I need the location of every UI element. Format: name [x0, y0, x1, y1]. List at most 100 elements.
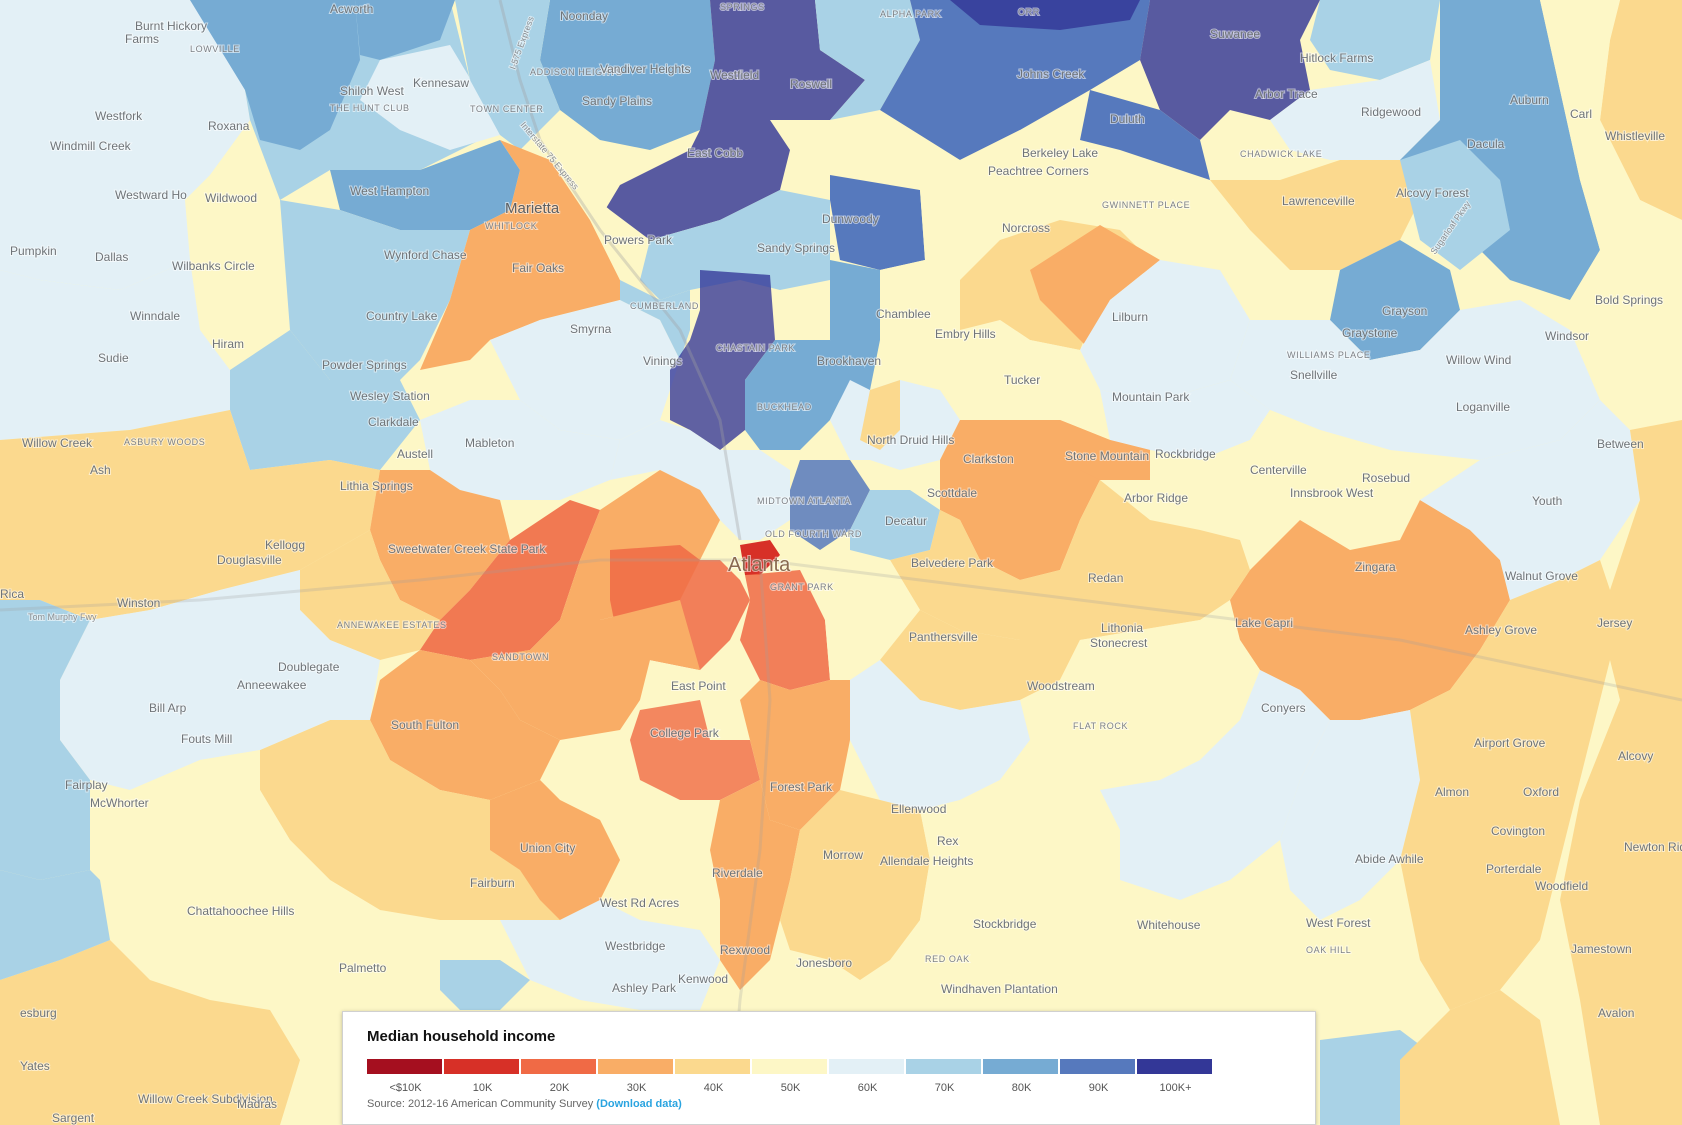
region-ridgewood-60k[interactable] — [1270, 60, 1440, 160]
region-duluth-90k[interactable] — [1080, 90, 1210, 180]
region-decatur-80k[interactable] — [790, 460, 870, 550]
region-sandysprings-70k[interactable] — [640, 190, 830, 300]
region-shiloh-80k[interactable] — [190, 0, 360, 150]
region-sandyplains-80k[interactable] — [540, 0, 715, 150]
region-eastpoint-30k[interactable] — [470, 600, 700, 740]
region-forestpark-30k[interactable] — [740, 680, 850, 830]
region-stonemtn-30k[interactable] — [1060, 420, 1150, 480]
region-fairplay-70k[interactable] — [0, 600, 90, 880]
region-auburn-40k[interactable] — [1600, 0, 1682, 220]
region-chamblee-50k[interactable] — [880, 260, 960, 380]
region-dacula-80k[interactable] — [1400, 0, 1600, 300]
region-westfork-60k[interactable] — [0, 260, 230, 440]
region-mountainpark-60k[interactable] — [1100, 380, 1270, 460]
region-alpharetta-70k[interactable] — [815, 0, 920, 120]
region-brookhaven-80k[interactable] — [830, 260, 880, 400]
region-downtown-10k[interactable] — [740, 540, 780, 575]
region-yates-40k[interactable] — [0, 940, 300, 1125]
region-tucker-50k[interactable] — [940, 320, 1100, 420]
region-westforest-60k[interactable] — [1280, 710, 1420, 920]
place-label: Powers Park — [604, 233, 673, 247]
region-smyrna-60k[interactable] — [490, 300, 680, 440]
region-unioncity-30k[interactable] — [490, 780, 620, 920]
region-westbridge-60k[interactable] — [500, 900, 720, 1010]
place-label: Roswell — [790, 77, 832, 91]
place-label: Decatur — [885, 514, 927, 528]
region-sweetwater-40k[interactable] — [300, 530, 440, 660]
region-woodstream-50k[interactable] — [1020, 620, 1260, 790]
legend-swatch — [1137, 1059, 1212, 1074]
region-westhampton-80k[interactable] — [330, 140, 520, 230]
region-peachtree-50k[interactable] — [870, 110, 1080, 280]
region-rockbridge-50k[interactable] — [1100, 410, 1330, 540]
region-eastatlanta-20k[interactable] — [740, 570, 830, 690]
region-west-60k[interactable] — [0, 0, 250, 290]
region-snellville-60k[interactable] — [1230, 300, 1600, 460]
place-label: GWINNETT PLACE — [1102, 200, 1190, 210]
region-southfulton-30k[interactable] — [370, 650, 560, 800]
region-stockbridge-50k[interactable] — [920, 740, 1120, 940]
region-powder-70k[interactable] — [230, 330, 420, 470]
region-orr-100k[interactable] — [950, 0, 1140, 30]
legend-labels: <$10K 10K 20K 30K 40K 50K 60K 70K 80K 90K 100K+ — [367, 1082, 1214, 1094]
place-label: Sweetwater Creek State Park — [388, 542, 546, 556]
place-label: Almon — [1435, 785, 1469, 799]
place-label: Union City — [520, 841, 575, 855]
place-label: Woodstream — [1027, 679, 1095, 693]
region-auburn-50k[interactable] — [1540, 0, 1640, 250]
region-norcross-30k[interactable] — [1030, 225, 1160, 350]
region-vinings-70k[interactable] — [620, 280, 690, 360]
place-label: Stone Mountain — [1065, 449, 1149, 463]
place-label: West Forest — [1306, 916, 1371, 930]
region-suwanee-100k[interactable] — [1140, 0, 1320, 140]
region-lilburn-60k[interactable] — [1080, 260, 1250, 400]
region-alcovy-forest-70k[interactable] — [1400, 140, 1510, 270]
region-youth-60k[interactable] — [1420, 400, 1640, 600]
region-palmetto-50k[interactable] — [100, 750, 380, 1010]
region-powerspark-50k[interactable] — [550, 160, 650, 280]
region-mableton-60k[interactable] — [420, 400, 620, 500]
region-acworth-80k[interactable] — [355, 0, 455, 60]
region-northdruid-40k[interactable] — [860, 380, 900, 450]
region-roswell-100k[interactable] — [605, 0, 865, 240]
region-johnscreek-90k[interactable] — [880, 0, 1150, 160]
region-zingara-30k[interactable] — [1230, 500, 1510, 720]
region-ellenwood-60k[interactable] — [850, 660, 1030, 810]
region-southcenter-70k[interactable] — [440, 960, 530, 1010]
region-kennesaw-60k[interactable] — [360, 45, 500, 150]
region-wynford-70k[interactable] — [280, 200, 470, 380]
region-east-40k[interactable] — [1560, 420, 1682, 1125]
region-centerville-50k[interactable] — [1300, 430, 1420, 550]
region-bottom-right-40k[interactable] — [1400, 990, 1560, 1125]
region-grayson-80k[interactable] — [1330, 240, 1460, 360]
region-panthersville-40k[interactable] — [880, 610, 1080, 710]
region-farms-70k[interactable] — [1310, 0, 1440, 80]
region-whitehouse-60k[interactable] — [1100, 670, 1330, 900]
region-riverdale-30k[interactable] — [710, 780, 800, 990]
place-label: GRANT PARK — [770, 582, 834, 592]
region-midtown-60k[interactable] — [610, 420, 790, 540]
region-sw-70k[interactable] — [0, 870, 110, 980]
region-southwest-60k[interactable] — [60, 570, 380, 790]
region-morrow-40k[interactable] — [780, 790, 930, 980]
legend-source: Source: 2012-16 American Community Surve… — [367, 1098, 682, 1110]
region-bold-springs-50k[interactable] — [1570, 200, 1682, 430]
place-label: Fouts Mill — [181, 732, 232, 746]
region-buckhead-80k[interactable] — [745, 340, 850, 450]
region-vandiver-70k[interactable] — [455, 0, 560, 150]
region-lawrenceville-40k[interactable] — [1210, 160, 1420, 270]
region-southeast-40k[interactable] — [1400, 560, 1620, 1010]
place-label: Whistleville — [1605, 129, 1665, 143]
region-decatur-70k[interactable] — [850, 490, 940, 560]
region-willowcreek-40k[interactable] — [0, 410, 380, 620]
download-data-link[interactable]: (Download data) — [596, 1098, 682, 1110]
region-sandtown-20k[interactable] — [420, 500, 600, 660]
region-dunwoody-90k[interactable] — [830, 175, 925, 270]
region-chastain-100k[interactable] — [670, 270, 775, 450]
place-label: Lithia Springs — [340, 479, 413, 493]
region-austell-30k[interactable] — [370, 470, 510, 620]
place-label: Fairburn — [470, 876, 515, 890]
region-redan-40k[interactable] — [890, 480, 1250, 640]
region-collegepark-20k[interactable] — [630, 700, 760, 800]
